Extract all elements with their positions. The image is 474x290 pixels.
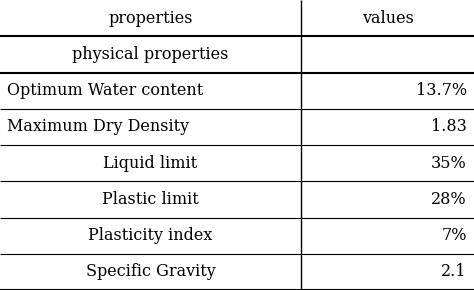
Text: Plastic limit: Plastic limit xyxy=(102,191,199,208)
Text: Plasticity index: Plasticity index xyxy=(88,227,213,244)
Text: 13.7%: 13.7% xyxy=(416,82,467,99)
Text: 35%: 35% xyxy=(431,155,467,172)
Text: 1.83: 1.83 xyxy=(431,118,467,135)
Text: Optimum Water content: Optimum Water content xyxy=(7,82,203,99)
Text: values: values xyxy=(362,10,413,27)
Text: properties: properties xyxy=(108,10,193,27)
Text: 7%: 7% xyxy=(441,227,467,244)
Text: Liquid limit: Liquid limit xyxy=(103,155,198,172)
Text: Specific Gravity: Specific Gravity xyxy=(86,263,215,280)
Text: 2.1: 2.1 xyxy=(441,263,467,280)
Text: 28%: 28% xyxy=(431,191,467,208)
Text: physical properties: physical properties xyxy=(73,46,228,63)
Text: Maximum Dry Density: Maximum Dry Density xyxy=(7,118,189,135)
